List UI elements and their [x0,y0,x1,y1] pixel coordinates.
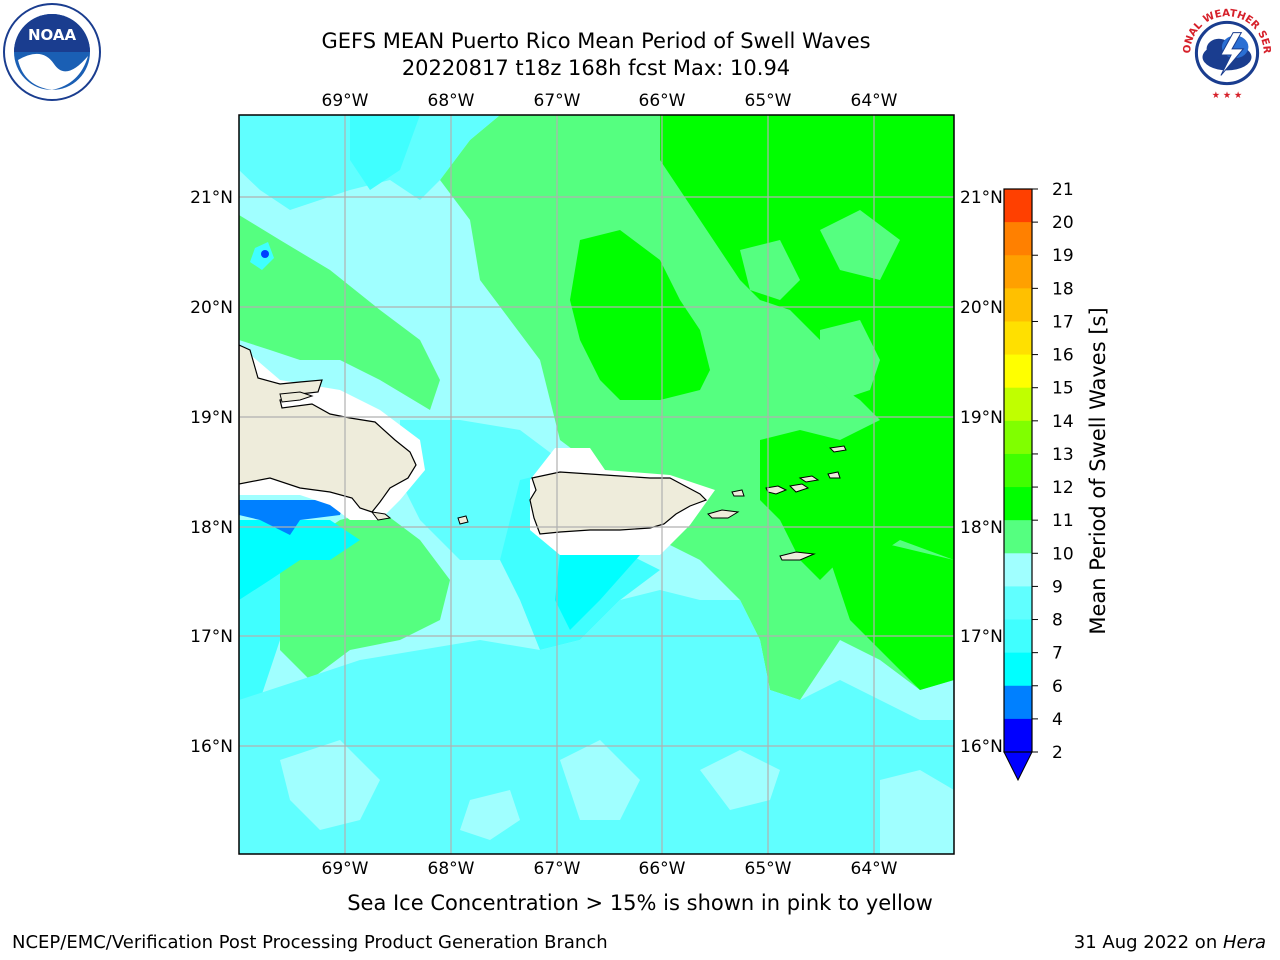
swell-period-field [239,115,954,854]
lat-label-left: 21°N [190,188,233,208]
colorbar-tick-label: 17 [1052,312,1074,332]
colorbar: 21 20 19 18 17 16 15 14 13 12 11 10 9 8 7 6 4 2 [1003,180,1074,782]
colorbar-tick-label: 8 [1052,611,1063,631]
colorbar-segment [1004,619,1032,654]
colorbar-segment [1004,189,1032,223]
lon-label-top: 68°W [428,91,475,111]
colorbar-tick-label: 4 [1052,710,1063,730]
lon-label-bottom: 68°W [428,859,475,879]
hispaniola-landmass [239,344,417,513]
lat-label-right: 19°N [960,408,1003,428]
colorbar-segment [1004,387,1032,422]
nws-stars-icon: ★ ★ ★ [1212,90,1243,101]
colorbar-tick-label: 7 [1052,644,1063,664]
colorbar-segment [1004,685,1032,720]
colorbar-tick-label: 20 [1052,213,1074,233]
colorbar-tick-label: 12 [1052,478,1074,498]
colorbar-segment [1004,453,1032,488]
lon-label-top: 65°W [745,91,792,111]
lon-label-bottom: 69°W [322,859,369,879]
colorbar-tick-label: 21 [1052,180,1074,200]
lon-label-bottom: 67°W [534,859,581,879]
colorbar-segment [1004,420,1032,455]
colorbar-segment [1004,255,1032,289]
lat-label-right: 18°N [960,518,1003,538]
colorbar-tick-label: 11 [1052,511,1074,531]
lon-label-top: 67°W [534,91,581,111]
colorbar-label: Mean Period of Swell Waves [s] [1086,307,1110,634]
colorbar-tick-label: 15 [1052,379,1074,399]
lat-label-left: 16°N [190,737,233,757]
colorbar-tick-label: 10 [1052,544,1074,564]
colorbar-tick-label: 6 [1052,677,1063,697]
noaa-logo-text: NOAA [28,26,77,44]
map-frame [238,114,955,855]
colorbar-frame [1003,188,1033,753]
lon-label-bottom: 64°W [851,859,898,879]
footer-credit: NCEP/EMC/Verification Post Processing Pr… [12,932,608,953]
chart-title: GEFS MEAN Puerto Rico Mean Period of Swe… [321,29,871,53]
chart-subtitle: 20220817 t18z 168h fcst Max: 10.94 [401,56,791,80]
colorbar-segment [1004,288,1032,322]
nws-logo: NATIONAL WEATHER SERVICE ★ ★ ★ [1176,2,1276,102]
colorbar-tick-label: 19 [1052,246,1074,266]
colorbar-segment [1004,586,1032,621]
colorbar-tick-label: 14 [1052,412,1074,432]
colorbar-segment [1004,520,1032,554]
lat-label-right: 21°N [960,188,1003,208]
colorbar-tick-label: 2 [1052,743,1063,763]
lon-label-bottom: 66°W [639,859,686,879]
colorbar-tick-label: 13 [1052,445,1074,465]
lon-label-bottom: 65°W [745,859,792,879]
lon-label-top: 66°W [639,91,686,111]
colorbar-segment [1004,222,1032,256]
noaa-logo: NOAA [3,3,101,101]
footer-date-text: 31 Aug 2022 on [1073,932,1223,953]
colorbar-segment [1004,321,1032,356]
sea-ice-caption: Sea Ice Concentration > 15% is shown in … [347,891,933,915]
colorbar-segment [1004,487,1032,521]
colorbar-tick-label: 16 [1052,346,1074,366]
colorbar-tick-label: 9 [1052,577,1063,597]
lat-label-left: 18°N [190,518,233,538]
colorbar-segment [1004,718,1032,753]
colorbar-tick-label: 18 [1052,279,1074,299]
lat-label-right: 16°N [960,737,1003,757]
lat-label-right: 20°N [960,298,1003,318]
colorbar-extend-triangle [1003,751,1033,782]
footer-date: 31 Aug 2022 on Hera [1074,932,1266,953]
colorbar-segment [1004,354,1032,389]
lat-label-left: 20°N [190,298,233,318]
lat-label-left: 19°N [190,408,233,428]
footer-host: Hera [1222,932,1266,953]
lon-label-top: 64°W [851,91,898,111]
lat-label-left: 17°N [190,627,233,647]
colorbar-segment [1004,652,1032,687]
colorbar-segment [1004,553,1032,587]
lat-label-right: 17°N [960,627,1003,647]
lon-label-top: 69°W [322,91,369,111]
